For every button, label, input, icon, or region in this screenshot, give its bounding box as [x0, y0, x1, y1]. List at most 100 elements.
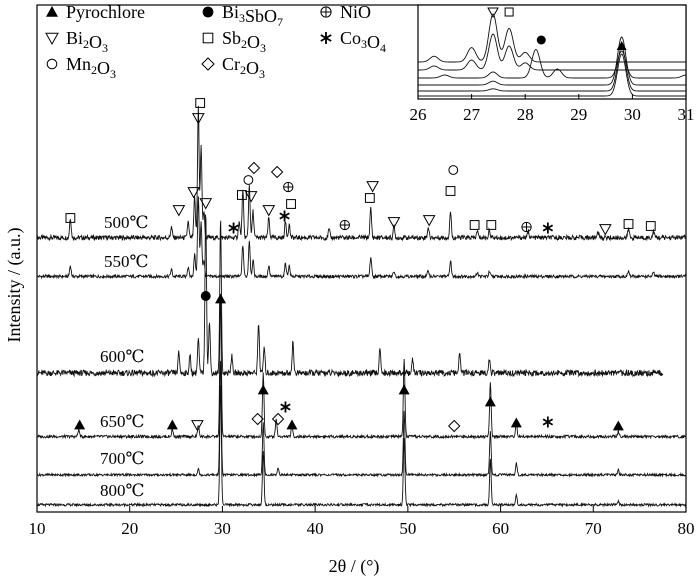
open-triangle-down-marker	[366, 181, 379, 193]
open-triangle-down-legend-icon	[45, 32, 59, 46]
filled-triangle-marker	[257, 384, 269, 395]
open-triangle-down-inset-marker	[487, 7, 499, 19]
legend-entry: Bi3SbO7	[202, 2, 283, 29]
open-triangle-down-marker	[191, 113, 205, 125]
legend-entry: Mn2O3	[46, 54, 116, 81]
filled-circle-marker	[200, 291, 211, 301]
inset-trace-4	[418, 46, 686, 92]
open-triangle-down-marker	[191, 420, 204, 432]
plot-frame	[36, 4, 687, 513]
open-square-marker	[236, 190, 247, 200]
legend-entry: Bi2O3	[45, 28, 108, 55]
legend-entry: Pyrochlore	[46, 2, 145, 22]
x-tick-label: 20	[121, 519, 138, 538]
inset-tick-label: 30	[624, 105, 641, 124]
x-tick-label: 40	[307, 519, 324, 538]
temperature-label: 700℃	[100, 449, 145, 468]
open-square-marker	[195, 98, 206, 108]
legend-label: Mn2O3	[66, 54, 116, 81]
open-square-marker	[65, 213, 76, 223]
inset-trace-0	[417, 13, 686, 63]
open-diamond-marker	[251, 412, 264, 426]
open-square-legend-icon	[202, 32, 214, 44]
open-square-marker	[469, 220, 480, 230]
open-square-marker	[486, 220, 497, 230]
x-tick-label: 10	[29, 519, 46, 538]
asterisk-marker	[280, 401, 291, 413]
open-square-marker	[645, 221, 656, 231]
legend-label: Bi3SbO7	[222, 2, 283, 29]
circled-plus-marker	[521, 221, 532, 233]
legend-entry: Sb2O3	[202, 28, 266, 55]
legend-label: Bi2O3	[66, 28, 108, 55]
open-triangle-down-marker	[199, 198, 213, 210]
filled-triangle-marker	[166, 419, 178, 430]
x-axis-label: 2θ / (°)	[329, 556, 380, 577]
open-square-marker	[623, 219, 634, 229]
open-triangle-down-marker	[187, 187, 201, 199]
x-tick-label: 70	[585, 519, 602, 538]
asterisk-marker	[542, 416, 554, 428]
open-circle-marker	[243, 175, 254, 185]
x-tick-label: 60	[492, 519, 509, 538]
open-diamond-legend-icon	[201, 57, 215, 71]
asterisk-marker	[228, 222, 239, 234]
open-square-inset-marker	[504, 7, 514, 17]
legend-label: NiO	[340, 2, 371, 22]
open-diamond-marker	[247, 161, 261, 175]
temperature-label: 600℃	[100, 347, 145, 366]
inset-tick-label: 29	[570, 105, 587, 124]
open-triangle-down-marker	[172, 205, 186, 217]
xrd-trace-1	[36, 196, 687, 280]
asterisk-marker	[542, 222, 554, 234]
xrd-trace-5	[36, 385, 687, 508]
legend: Pyrochlore Bi3SbO7 NiO Bi2O3 Sb2O3 Co3O4 Mn2O3…	[45, 2, 386, 81]
inset-tick-label: 28	[517, 105, 534, 124]
temperature-label: 550℃	[104, 252, 149, 271]
filled-triangle-marker	[510, 417, 522, 428]
asterisk-marker	[279, 210, 290, 222]
open-diamond-marker	[270, 165, 284, 179]
legend-label: Sb2O3	[222, 28, 266, 55]
legend-entry: Co3O4	[320, 28, 386, 55]
x-tick-label: 80	[678, 519, 695, 538]
filled-triangle-marker	[612, 420, 624, 431]
open-diamond-marker	[448, 419, 461, 433]
x-tick-label: 30	[214, 519, 231, 538]
inset-tick-label: 27	[463, 105, 481, 124]
open-circle-marker	[448, 165, 459, 175]
legend-label: Pyrochlore	[66, 2, 145, 22]
open-triangle-down-marker	[387, 217, 401, 229]
inset-tick-label: 31	[678, 105, 695, 124]
plot-border	[36, 4, 687, 513]
temperature-label: 650℃	[100, 412, 145, 431]
inset-trace-3	[418, 36, 686, 86]
open-triangle-down-marker	[598, 224, 612, 236]
xrd-trace-4	[36, 360, 687, 478]
filled-circle-legend-icon	[202, 6, 214, 18]
legend-label: Cr2O3	[222, 54, 265, 81]
asterisk-legend-icon	[320, 32, 332, 44]
temperature-label: 500℃	[104, 213, 149, 232]
inset-trace-1	[418, 33, 686, 71]
xrd-trace-2	[36, 214, 664, 378]
temperature-label: 800℃	[100, 481, 145, 500]
filled-triangle-marker	[484, 396, 496, 407]
inset-chart: 26 27 28 29 30 31	[410, 4, 695, 124]
xrd-trace-0	[36, 105, 687, 242]
open-square-marker	[445, 186, 456, 196]
inset-trace-5	[418, 53, 686, 97]
temperature-labels: 500℃ 550℃ 600℃ 650℃ 700℃ 800℃	[100, 213, 149, 500]
xrd-trace-3	[36, 294, 687, 440]
open-triangle-down-marker	[244, 191, 258, 203]
circled-plus-marker	[339, 219, 350, 231]
x-axis-ticks: 10 20 30 40 50 60 70 80	[29, 506, 695, 538]
legend-entry: NiO	[320, 2, 371, 22]
circled-plus-marker	[283, 181, 294, 193]
legend-entry: Cr2O3	[201, 54, 265, 81]
inset-tick-label: 26	[410, 105, 427, 124]
open-triangle-down-marker	[262, 205, 276, 217]
filled-triangle-legend-icon	[46, 6, 58, 17]
x-tick-label: 50	[399, 519, 416, 538]
